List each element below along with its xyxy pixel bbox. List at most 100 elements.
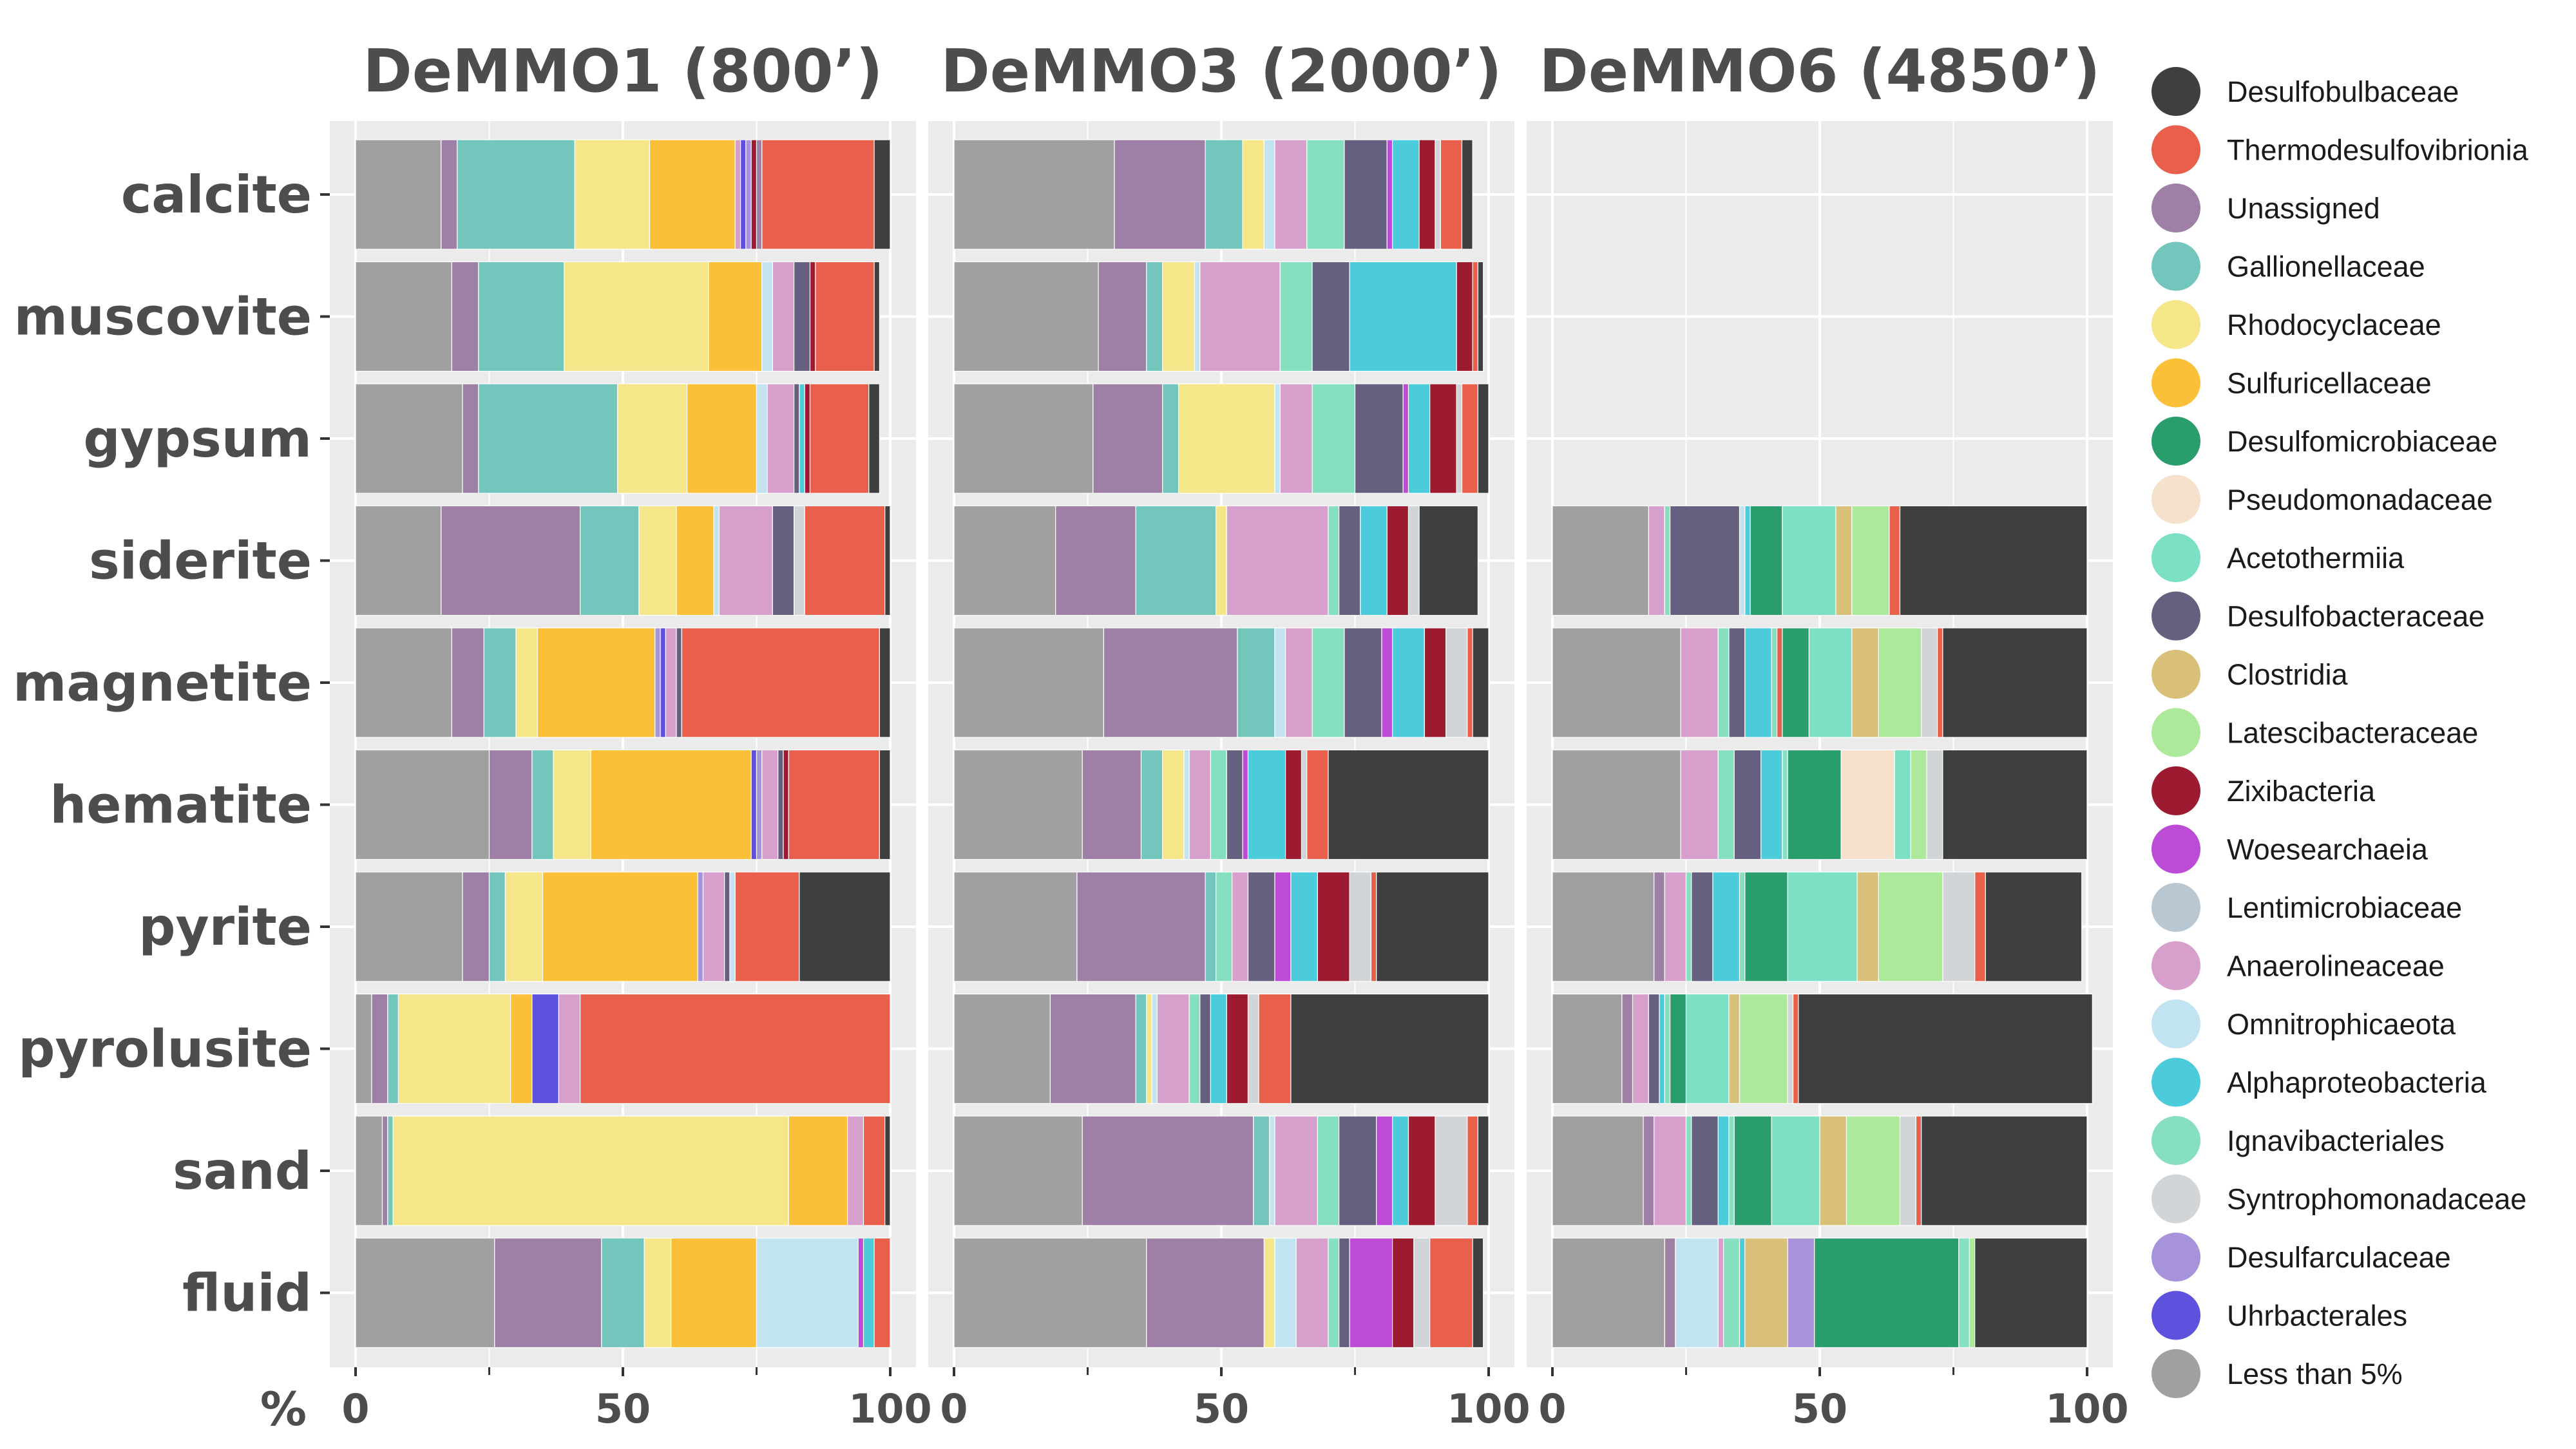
bar-segment-ignavibacteriales — [1685, 871, 1692, 982]
bar-segment-latescibacteraceae — [1910, 749, 1927, 860]
bar-segment-desulfobulbaceae — [1290, 993, 1489, 1104]
bar-segment-clostridia — [1819, 1115, 1847, 1226]
legend-label: Syntrophomonadaceae — [2227, 1183, 2526, 1216]
legend-item: Acetothermiia — [2151, 533, 2405, 582]
bar-segment-less-than-5 — [953, 1237, 1147, 1349]
legend-label: Desulfobacteraceae — [2227, 600, 2485, 633]
bar-segment-thermodesulfovibrionia — [788, 749, 881, 860]
bar-segment-less-than-5 — [355, 1115, 383, 1226]
bar-segment-gallionellaceae — [483, 627, 517, 738]
legend-swatch — [2151, 358, 2200, 408]
legend-swatch — [2151, 417, 2200, 466]
bar-segment-rhodocyclaceae — [564, 261, 709, 372]
bar-segment-less-than-5 — [953, 1115, 1083, 1226]
bar-segment-syntrophomonadaceae — [1413, 1237, 1431, 1349]
bar-fluid — [1552, 1237, 2088, 1349]
bar-segment-rhodocyclaceae — [638, 505, 677, 616]
bar-segment-rhodocyclaceae — [644, 1237, 672, 1349]
bar-segment-desulfobacteraceae — [793, 261, 811, 372]
bar-segment-alphaproteobacteria — [1392, 1115, 1409, 1226]
bar-siderite — [953, 505, 1479, 616]
bar-segment-desulfobacteraceae — [1344, 139, 1388, 250]
bar-segment-desulfobacteraceae — [1339, 505, 1361, 616]
bar-segment-zixibacteria — [1429, 383, 1457, 494]
bar-segment-less-than-5 — [1552, 993, 1623, 1104]
bar-segment-anaerolineaceae — [734, 139, 741, 250]
legend-label: Desulfobulbaceae — [2227, 75, 2459, 108]
legend-item: Ignavibacteriales — [2151, 1116, 2445, 1165]
bar-segment-alphaproteobacteria — [1407, 383, 1431, 494]
bar-segment-sulfuricellaceae — [510, 993, 533, 1104]
legend-label: Omnitrophicaeota — [2227, 1008, 2456, 1041]
bar-segment-alphaproteobacteria — [1349, 261, 1457, 372]
legend-label: Acetothermiia — [2227, 542, 2405, 574]
legend-swatch — [2151, 67, 2200, 116]
bar-segment-anaerolineaceae — [1231, 871, 1249, 982]
y-category-label: hematite — [50, 775, 312, 835]
bar-segment-anaerolineaceae — [1188, 749, 1211, 860]
bar-segment-gallionellaceae — [387, 993, 399, 1104]
x-tick-label: 0 — [341, 1385, 369, 1432]
bar-segment-thermodesulfovibrionia — [1467, 627, 1473, 738]
legend-label: Unassigned — [2227, 192, 2380, 225]
bar-segment-ignavibacteriales — [1685, 1115, 1692, 1226]
bar-segment-unassigned — [1082, 1115, 1254, 1226]
bar-segment-zixibacteria — [1284, 749, 1302, 860]
legend-item: Uhrbacterales — [2151, 1291, 2407, 1340]
bar-segment-thermodesulfovibrionia — [809, 383, 870, 494]
bar-segment-anaerolineaceae — [1295, 1237, 1329, 1349]
bar-segment-syntrophomonadaceae — [1926, 749, 1943, 860]
legend-swatch — [2151, 941, 2200, 990]
legend-item: Gallionellaceae — [2151, 242, 2425, 291]
bar-segment-woesearchaeia — [1386, 139, 1393, 250]
bar-segment-desulfobulbaceae — [884, 1115, 891, 1226]
legend-item: Thermodesulfovibrionia — [2151, 125, 2529, 175]
bar-segment-clostridia — [1728, 993, 1741, 1104]
bar-segment-sulfuricellaceae — [590, 749, 752, 860]
bar-segment-thermodesulfovibrionia — [1889, 505, 1901, 616]
bar-segment-less-than-5 — [355, 505, 442, 616]
bar-segment-omnitrophicaeota — [1739, 505, 1746, 616]
bar-segment-desulfobulbaceae — [1798, 993, 2093, 1104]
legend-item: Desulfomicrobiaceae — [2151, 417, 2497, 466]
bar-segment-desulfomicrobiaceae — [1733, 1115, 1772, 1226]
legend-label: Rhodocyclaceae — [2227, 308, 2441, 341]
bar-segment-ignavibacteriales — [1312, 383, 1356, 494]
bar-hematite — [355, 749, 891, 860]
bar-segment-acetothermiia — [1771, 1115, 1820, 1226]
bar-segment-desulfomicrobiaceae — [1782, 627, 1809, 738]
bar-segment-omnitrophicaeota — [1151, 993, 1158, 1104]
x-unit-label: % — [260, 1382, 307, 1436]
legend-swatch — [2151, 591, 2200, 641]
bar-segment-uhrbacterales — [531, 993, 560, 1104]
bar-segment-unassigned — [441, 139, 458, 250]
bar-muscovite — [355, 261, 880, 372]
legend-item: Latescibacteraceae — [2151, 708, 2478, 757]
bar-segment-anaerolineaceae — [1680, 749, 1719, 860]
bar-segment-gallionellaceae — [1205, 139, 1243, 250]
bar-segment-alphaproteobacteria — [1392, 627, 1426, 738]
bar-segment-thermodesulfovibrionia — [1467, 1115, 1479, 1226]
legend-item: Sulfuricellaceae — [2151, 358, 2432, 408]
bar-segment-acetothermiia — [1787, 871, 1858, 982]
bar-segment-desulfomicrobiaceae — [1814, 1237, 1960, 1349]
legend-swatch — [2151, 824, 2200, 874]
bar-segment-unassigned — [1664, 1237, 1676, 1349]
bar-segment-thermodesulfovibrionia — [863, 1115, 886, 1226]
bar-segment-rhodocyclaceae — [617, 383, 688, 494]
bar-segment-desulfobacteraceae — [1648, 993, 1660, 1104]
bar-segment-unassigned — [1621, 993, 1634, 1104]
bar-segment-sulfuricellaceae — [542, 871, 698, 982]
bar-segment-sulfuricellaceae — [537, 627, 656, 738]
bar-segment-gallionellaceae — [1253, 1115, 1270, 1226]
legend-item: Desulfobulbaceae — [2151, 67, 2459, 116]
facet-title: DeMMO1 (800’) — [363, 37, 883, 106]
bar-segment-desulfobacteraceae — [1354, 383, 1404, 494]
bar-siderite — [1552, 505, 2088, 616]
bar-muscovite — [953, 261, 1484, 372]
x-tick-label: 100 — [2045, 1385, 2128, 1432]
bar-segment-desulfobulbaceae — [1477, 1115, 1489, 1226]
bar-segment-less-than-5 — [953, 871, 1078, 982]
bar-segment-alphaproteobacteria — [1744, 505, 1751, 616]
